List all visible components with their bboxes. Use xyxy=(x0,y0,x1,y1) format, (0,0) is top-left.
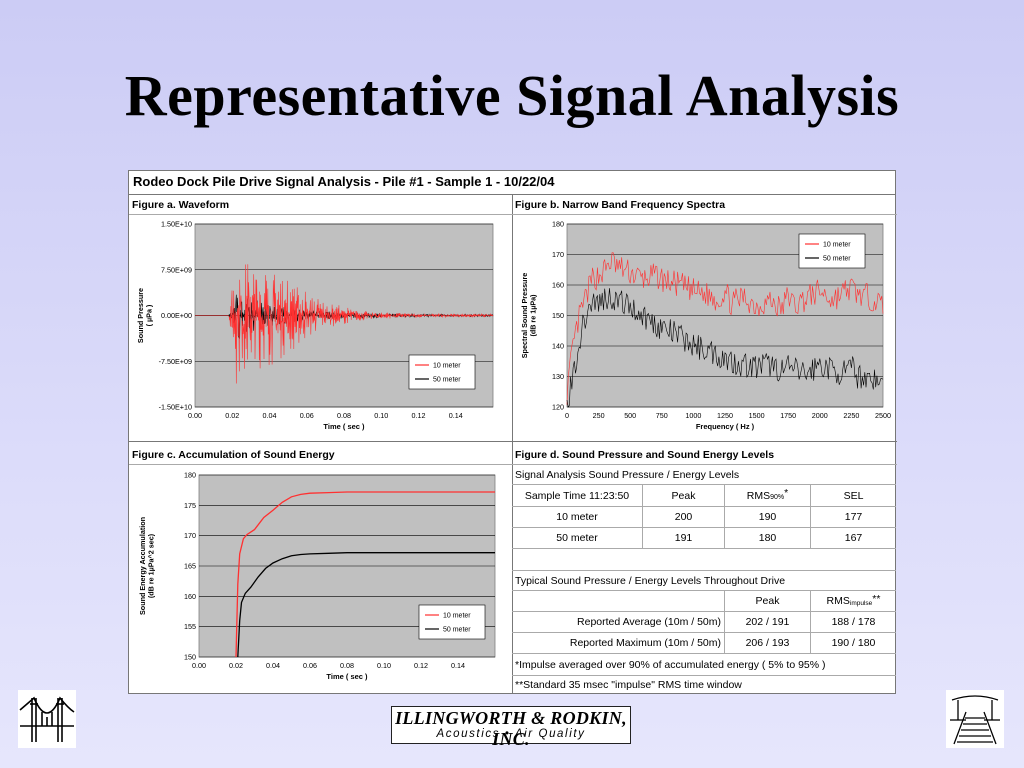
series-line-10-meter xyxy=(235,491,495,658)
x-tick-label: 250 xyxy=(593,411,605,420)
y-tick-label: 120 xyxy=(552,403,564,412)
legend-label: 50 meter xyxy=(433,377,461,384)
bridge-icon xyxy=(18,690,76,748)
series-line-10-meter xyxy=(195,264,494,384)
y-tick-label: 170 xyxy=(552,250,564,259)
panel-divider-vertical xyxy=(512,195,513,694)
x-tick-label: 0.06 xyxy=(300,411,314,420)
y-tick-label: 130 xyxy=(552,372,564,381)
x-tick-label: 1000 xyxy=(685,411,701,420)
legend-label: 10 meter xyxy=(823,242,851,249)
x-tick-label: 0 xyxy=(565,411,569,420)
fig-c-title-underline xyxy=(129,464,512,465)
panel-title: Rodeo Dock Pile Drive Signal Analysis - … xyxy=(129,171,895,195)
x-tick-label: 0.08 xyxy=(337,411,351,420)
legend-box xyxy=(798,233,866,269)
y-tick-label: 170 xyxy=(184,531,196,540)
legend-label: 50 meter xyxy=(443,627,471,634)
legend-box xyxy=(418,604,486,640)
y-tick-label: 160 xyxy=(552,281,564,290)
x-axis-label: Frequency ( Hz ) xyxy=(696,422,755,431)
x-tick-label: 2500 xyxy=(875,411,891,420)
x-tick-label: 750 xyxy=(656,411,668,420)
x-tick-label: 0.00 xyxy=(192,661,206,670)
x-tick-label: 0.10 xyxy=(374,411,388,420)
legend-box xyxy=(408,354,476,390)
x-tick-label: 0.06 xyxy=(303,661,317,670)
fig-d-title: Figure d. Sound Pressure and Sound Energ… xyxy=(515,449,775,461)
y-tick-label: 0.00E+00 xyxy=(161,311,192,320)
x-tick-label: 0.12 xyxy=(412,411,426,420)
x-tick-label: 1750 xyxy=(780,411,796,420)
legend-label: 10 meter xyxy=(433,363,461,370)
x-tick-label: 0.12 xyxy=(414,661,428,670)
y-axis-label: Spectral Sound Pressure(dB re 1µPa) xyxy=(520,273,538,358)
x-tick-label: 0.02 xyxy=(225,411,239,420)
y-tick-label: 160 xyxy=(184,592,196,601)
x-tick-label: 0.14 xyxy=(451,661,465,670)
y-tick-label: -1.50E+10 xyxy=(159,403,192,412)
y-tick-label: 180 xyxy=(552,220,564,229)
y-tick-label: 165 xyxy=(184,562,196,571)
y-tick-label: 1.50E+10 xyxy=(161,220,192,229)
y-tick-label: 140 xyxy=(552,342,564,351)
company-logo: ILLINGWORTH & RODKIN, INC. Acoustics • A… xyxy=(391,706,631,749)
panel-divider-horizontal xyxy=(129,441,897,442)
pier-icon xyxy=(946,690,1004,748)
y-tick-label: -7.50E+09 xyxy=(159,357,192,366)
y-tick-label: 175 xyxy=(184,501,196,510)
table-row: Reported Maximum (10m / 50m) 206 / 193 1… xyxy=(512,633,896,654)
table-section-title: Signal Analysis Sound Pressure / Energy … xyxy=(512,465,896,485)
table-footnote: **Standard 35 msec "impulse" RMS time wi… xyxy=(515,679,742,691)
x-tick-label: 1250 xyxy=(717,411,733,420)
x-tick-label: 2000 xyxy=(812,411,828,420)
table-spacer-row xyxy=(512,549,896,571)
x-tick-label: 1500 xyxy=(749,411,765,420)
x-tick-label: 0.02 xyxy=(229,661,243,670)
logo-main-text: ILLINGWORTH & RODKIN, INC. xyxy=(395,708,627,749)
table-row: 10 meter 200 190 177 xyxy=(512,507,896,528)
legend-label: 10 meter xyxy=(443,613,471,620)
fig-abc-title-underline xyxy=(129,214,897,215)
series-line-50-meter xyxy=(566,288,884,408)
waveform-chart: 1.50E+10 7.50E+09 0.00E+00 -7.50E+09 -1.50E+… xyxy=(136,220,494,431)
fig-c-title: Figure c. Accumulation of Sound Energy xyxy=(132,449,335,461)
slide-title: Representative Signal Analysis xyxy=(124,63,900,128)
table-header-row: Sample Time 11:23:50 Peak RMS 90% * SEL xyxy=(512,485,896,507)
x-tick-label: 0.04 xyxy=(266,661,280,670)
y-axis-label: Sound Energy Accumulation(dB re 1µPa^2 s… xyxy=(138,517,156,615)
y-tick-label: 7.50E+09 xyxy=(161,265,192,274)
table-header-row: Peak RMS impulse ** xyxy=(512,591,896,612)
x-tick-label: 0.04 xyxy=(263,411,277,420)
table-row: 50 meter 191 180 167 xyxy=(512,528,896,549)
fig-b-title: Figure b. Narrow Band Frequency Spectra xyxy=(515,199,726,211)
series-line-50-meter xyxy=(237,552,495,658)
x-tick-label: 500 xyxy=(624,411,636,420)
y-tick-label: 180 xyxy=(184,471,196,480)
x-tick-label: 0.14 xyxy=(449,411,463,420)
fig-a-title: Figure a. Waveform xyxy=(132,199,230,211)
x-axis-label: Time ( sec ) xyxy=(326,672,368,681)
series-line-10-meter xyxy=(566,252,884,405)
x-tick-label: 0.00 xyxy=(188,411,202,420)
energy-accumulation-chart: 180 175 170 165 160 155 1500.00 0.02 0.04 0.06 0.0… xyxy=(138,471,496,681)
x-axis-label: Time ( sec ) xyxy=(323,422,365,431)
legend-label: 50 meter xyxy=(823,256,851,263)
y-tick-label: 150 xyxy=(552,311,564,320)
table-footnote: *Impulse averaged over 90% of accumulate… xyxy=(512,654,896,676)
x-tick-label: 2250 xyxy=(843,411,859,420)
y-tick-label: 150 xyxy=(184,653,196,662)
table-row: Reported Average (10m / 50m) 202 / 191 1… xyxy=(512,612,896,633)
fig-d-title-underline xyxy=(512,464,897,465)
table-section-title: Typical Sound Pressure / Energy Levels T… xyxy=(512,571,896,591)
x-tick-label: 0.08 xyxy=(340,661,354,670)
y-axis-label: Sound Pressure( µPa ) xyxy=(136,288,154,343)
y-tick-label: 155 xyxy=(184,622,196,631)
logo-sub-text: Acoustics • Air Quality xyxy=(436,728,586,740)
analysis-panel: Rodeo Dock Pile Drive Signal Analysis - … xyxy=(128,170,897,694)
x-tick-label: 0.10 xyxy=(377,661,391,670)
